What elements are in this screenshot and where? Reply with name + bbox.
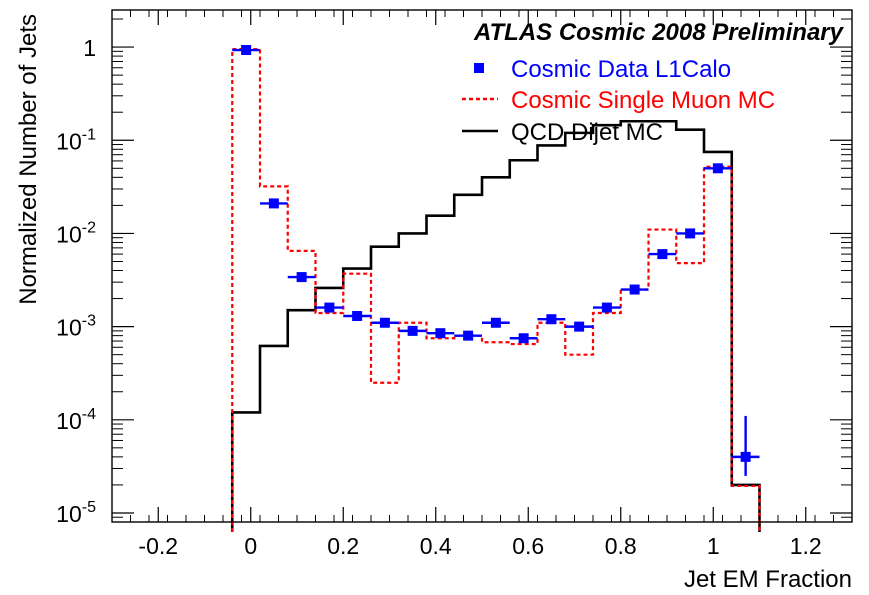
x-tick-label: 0.4 [420, 533, 452, 559]
y-tick-label: 10-1 [56, 126, 96, 154]
data-point-marker [463, 330, 474, 341]
data-point-marker [379, 317, 390, 328]
y-tick-label: 10-5 [56, 499, 96, 527]
axes-layer: -0.2 0 0.2 0.4 0.6 0.8 1 1.2 10-5 10-4 10-3 10-2 10-… [56, 9, 853, 559]
x-tick-label: 0.8 [605, 533, 637, 559]
data-point-marker [546, 314, 557, 325]
data-point-marker [740, 451, 751, 462]
legend-label: Cosmic Data L1Calo [511, 56, 731, 83]
data-point-marker [241, 45, 252, 56]
data-point-marker [296, 272, 307, 283]
data-point-marker [685, 228, 696, 239]
x-tick-label: 0.2 [327, 533, 359, 559]
y-tick-label: 10-3 [56, 313, 96, 341]
legend-label: QCD Dijet MC [511, 119, 663, 146]
data-point-marker [601, 302, 612, 313]
cosmic-muon-line [231, 48, 761, 532]
x-tick-label: 0 [244, 533, 257, 559]
data-point-marker [574, 321, 585, 332]
x-axis-title: Jet EM Fraction [684, 566, 852, 593]
legend-marker-data [474, 63, 484, 73]
data-point-marker [407, 325, 418, 336]
data-point-marker [712, 163, 723, 174]
data-point-marker [352, 310, 363, 321]
legend-label: Cosmic Single Muon MC [511, 87, 775, 114]
chart-header: ATLAS Cosmic 2008 Preliminary [473, 19, 845, 46]
data-point-marker [435, 328, 446, 339]
x-tick-label: 1.2 [790, 533, 822, 559]
y-tick-label: 10-4 [56, 406, 96, 434]
legend: Cosmic Data L1Calo Cosmic Single Muon MC Q… [462, 56, 775, 146]
data-point-marker [490, 317, 501, 328]
series-layer [230, 45, 761, 532]
x-tick-label: 0.6 [512, 533, 544, 559]
x-tick-label: 1 [707, 533, 720, 559]
data-point-marker [518, 333, 529, 344]
y-tick-label: 1 [83, 35, 96, 61]
x-tick-label: -0.2 [138, 533, 178, 559]
data-point-marker [268, 198, 279, 209]
data-point-marker [657, 249, 668, 260]
y-axis-title: Normalized Number of Jets [15, 14, 42, 305]
y-tick-label: 10-2 [56, 219, 96, 247]
text-layer: Jet EM Fraction Normalized Number of Jets… [15, 14, 852, 593]
data-point-marker [324, 302, 335, 313]
data-point-marker [629, 284, 640, 295]
